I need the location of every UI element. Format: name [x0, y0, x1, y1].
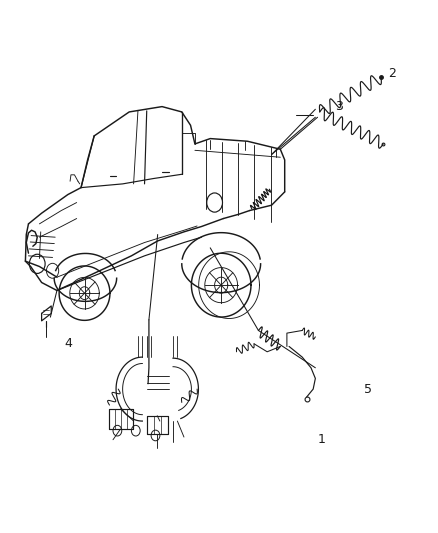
Text: 3: 3 [336, 100, 343, 113]
Text: 5: 5 [364, 383, 372, 395]
Text: 4: 4 [64, 337, 72, 350]
Text: 2: 2 [388, 67, 396, 80]
Text: 1: 1 [318, 433, 326, 446]
